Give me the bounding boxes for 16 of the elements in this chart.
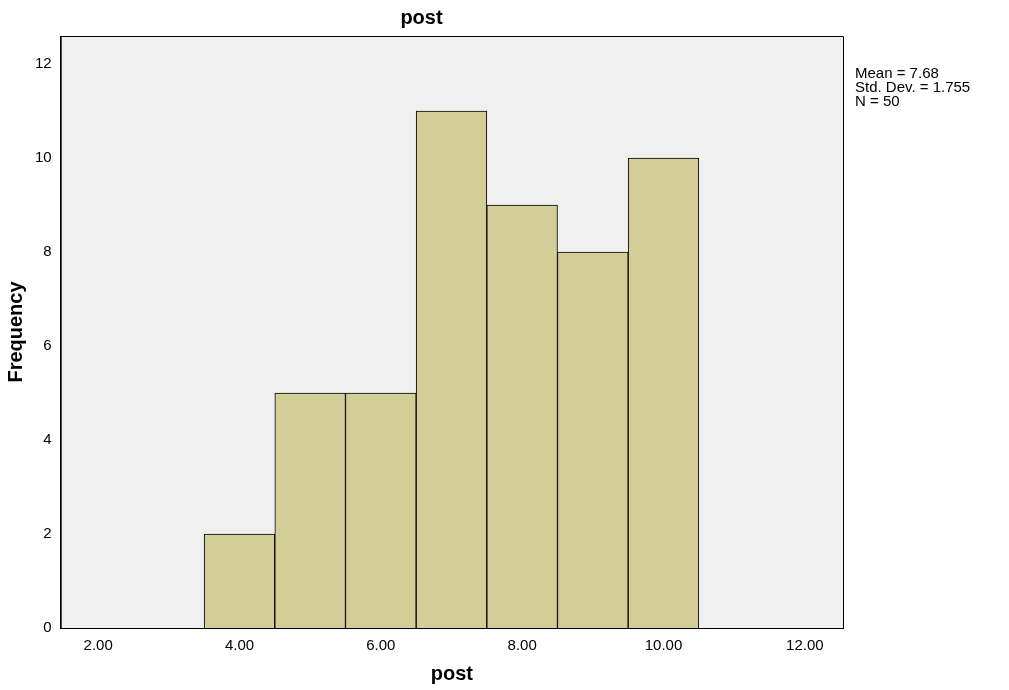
y-tick-label: 10 bbox=[35, 148, 52, 166]
y-axis-title: Frequency bbox=[3, 280, 26, 383]
x-tick-label: 4.00 bbox=[224, 636, 255, 654]
y-tick-label: 0 bbox=[43, 618, 52, 636]
x-tick-label: 8.00 bbox=[507, 636, 537, 654]
chart-title: post bbox=[400, 5, 443, 28]
x-tick-label: 12.00 bbox=[786, 636, 824, 654]
x-tick-label: 2.00 bbox=[83, 636, 113, 654]
y-tick-label: 8 bbox=[43, 242, 52, 260]
y-tick-label: 4 bbox=[43, 430, 52, 448]
x-axis-title: post bbox=[430, 661, 474, 684]
y-tick-label: 6 bbox=[43, 336, 52, 354]
y-tick-label: 2 bbox=[43, 524, 52, 542]
x-tick-label: 10.00 bbox=[644, 636, 683, 654]
y-tick-label: 12 bbox=[35, 54, 52, 72]
x-tick-label: 6.00 bbox=[366, 636, 396, 654]
